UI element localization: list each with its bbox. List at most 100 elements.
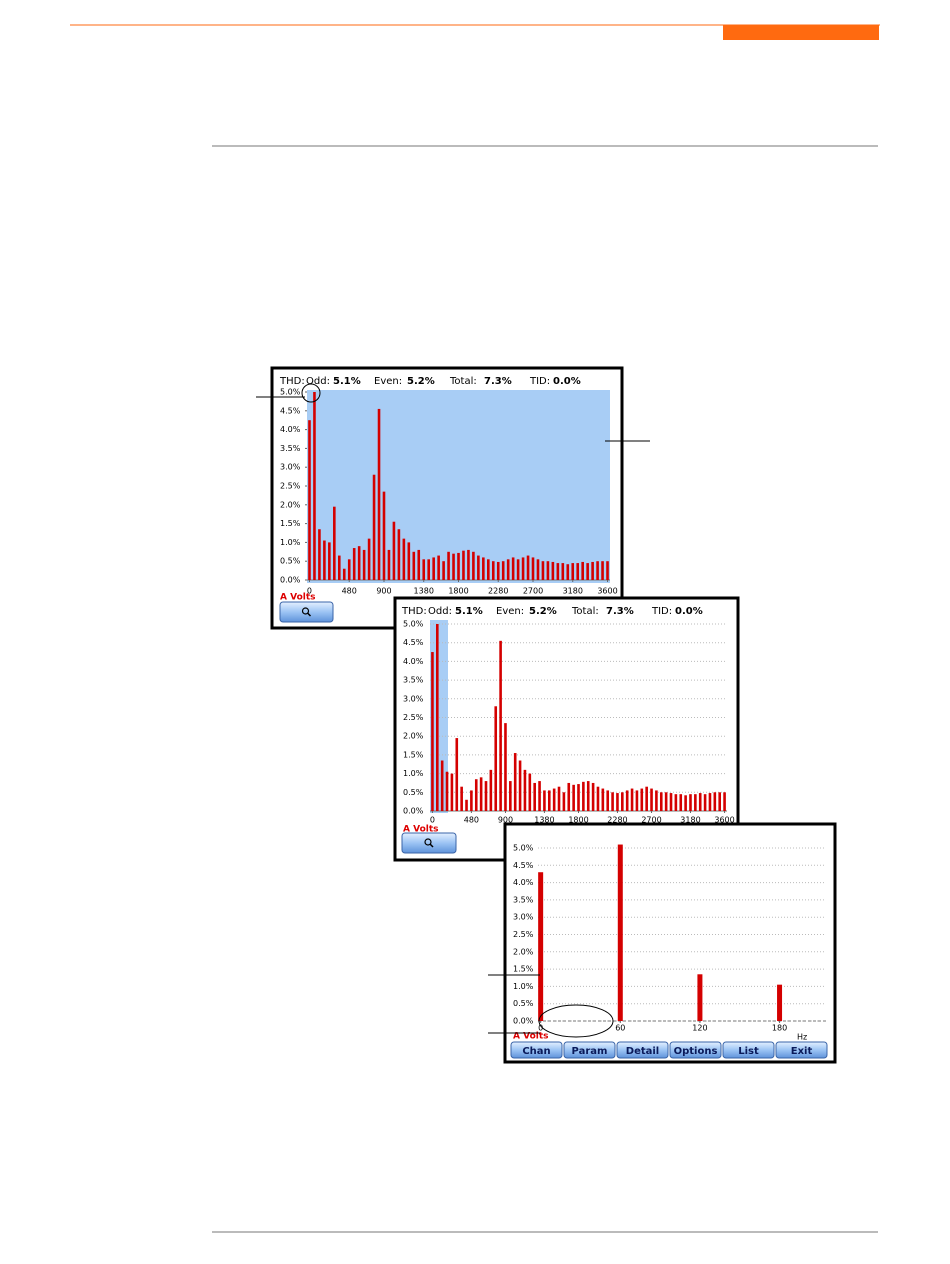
bar (397, 529, 401, 580)
y-tick-label: 0.0% (403, 807, 424, 816)
zoom-button-face[interactable] (401, 832, 457, 854)
softkey[interactable]: Chan (510, 1041, 563, 1059)
bar (362, 549, 366, 580)
bar (708, 793, 712, 811)
bar (496, 561, 500, 580)
bar (427, 559, 430, 580)
bar (596, 561, 599, 580)
bar (499, 640, 502, 811)
bar (723, 792, 726, 811)
thd-label: Even: (374, 376, 402, 387)
zoom-button[interactable] (279, 601, 334, 623)
bar (581, 561, 584, 580)
bar (576, 563, 580, 580)
softkey-face[interactable] (669, 1041, 722, 1059)
thd-value: 0.0% (553, 376, 581, 387)
softkey-face[interactable] (616, 1041, 669, 1059)
bar (689, 794, 692, 811)
bar (546, 561, 550, 580)
zoom-button[interactable] (401, 832, 457, 854)
softkey-label[interactable]: List (738, 1046, 759, 1057)
softkey[interactable]: Param (563, 1041, 616, 1059)
bar (465, 799, 468, 811)
bar (487, 559, 490, 580)
bar (567, 782, 571, 811)
bar (491, 561, 495, 580)
bar (342, 568, 346, 580)
bar (472, 551, 475, 580)
bar (347, 559, 351, 580)
bar (777, 984, 783, 1021)
thd-value: 7.3% (606, 606, 634, 617)
softkey[interactable]: Detail (616, 1041, 669, 1059)
bar (659, 792, 663, 811)
softkey-face[interactable] (722, 1041, 775, 1059)
x-tick-label: 0 (538, 1024, 543, 1033)
y-tick-label: 2.5% (513, 930, 534, 939)
bar (470, 790, 473, 811)
bar (655, 790, 658, 811)
bar (694, 794, 697, 811)
screen: THD: Odd: 5.1% Even: 5.2% Total: 7.3% TID: 0.0%0… (270, 366, 624, 630)
thd-value: 5.2% (529, 606, 557, 617)
bar (561, 563, 565, 580)
softkey[interactable]: Exit (775, 1041, 828, 1059)
bar (538, 781, 541, 811)
thd-value: 7.3% (484, 376, 512, 387)
bar (697, 974, 703, 1021)
bar (412, 551, 416, 580)
bar (328, 542, 331, 580)
zoom-button-face[interactable] (279, 601, 334, 623)
x-tick-label: 3180 (680, 816, 700, 825)
bar (377, 408, 381, 580)
softkey-face[interactable] (775, 1041, 828, 1059)
y-tick-label: 1.0% (403, 769, 424, 778)
bar (630, 788, 634, 811)
bar (523, 769, 527, 811)
bar (557, 786, 561, 811)
bar (577, 784, 580, 811)
zoom-window (430, 620, 448, 813)
x-tick-label: 1380 (414, 587, 434, 596)
y-tick-label: 3.5% (513, 895, 534, 904)
thd-value: 5.1% (333, 376, 361, 387)
bar (450, 773, 454, 811)
softkey-label[interactable]: Chan (522, 1046, 550, 1057)
bar (436, 624, 439, 811)
bar (531, 557, 535, 580)
softkey-label[interactable]: Param (572, 1046, 608, 1057)
bar (437, 555, 440, 580)
bar (621, 792, 624, 811)
bar (674, 794, 678, 811)
bar (501, 561, 505, 580)
softkey-face[interactable] (510, 1041, 563, 1059)
softkey-face[interactable] (563, 1041, 616, 1059)
bar (382, 491, 386, 580)
bar (392, 521, 396, 580)
bar (442, 561, 445, 580)
bar (572, 784, 575, 811)
bar (526, 555, 530, 580)
highlight-circle (301, 383, 321, 403)
softkey-label[interactable]: Detail (626, 1046, 659, 1057)
bar (447, 551, 450, 580)
x-tick-label: 120 (692, 1024, 707, 1033)
y-tick-label: 3.0% (403, 694, 424, 703)
x-tick-label: 900 (376, 587, 391, 596)
bar (518, 760, 522, 811)
x-tick-label: 3180 (563, 587, 583, 596)
bar (521, 557, 525, 580)
y-tick-label: 1.5% (403, 750, 424, 759)
bar (455, 738, 459, 811)
thd-value: 5.1% (455, 606, 483, 617)
bar (474, 779, 478, 811)
softkey-label[interactable]: Exit (791, 1046, 813, 1057)
softkey[interactable]: Options (669, 1041, 722, 1059)
bar (422, 559, 426, 580)
softkey[interactable]: List (722, 1041, 775, 1059)
bar (669, 793, 673, 811)
softkey-label[interactable]: Options (674, 1046, 718, 1057)
x-tick-label: 0 (307, 587, 312, 596)
y-axis-label: A Volts (403, 825, 439, 835)
bar (484, 781, 488, 811)
